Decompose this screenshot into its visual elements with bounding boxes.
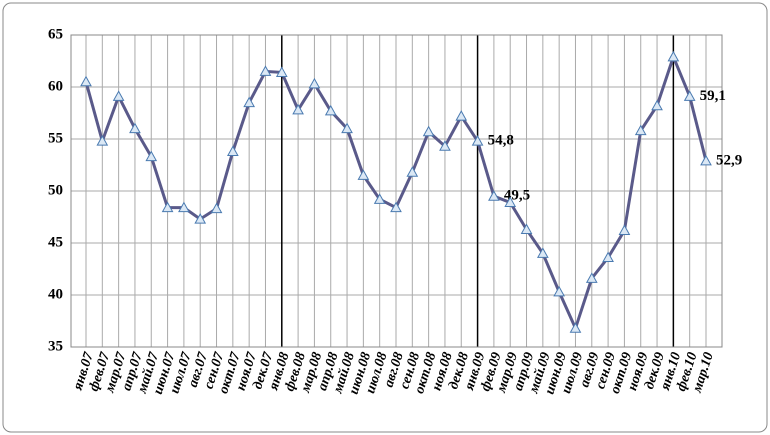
point-marker <box>324 104 337 116</box>
y-tick-label: 50 <box>48 182 63 198</box>
plot-border <box>70 34 723 348</box>
point-marker <box>259 65 272 76</box>
point-marker <box>700 154 712 166</box>
point-marker <box>373 193 386 204</box>
point-marker <box>406 166 419 177</box>
point-marker <box>390 201 402 213</box>
y-tick-label: 40 <box>48 286 63 302</box>
point-marker <box>618 224 631 236</box>
y-tick-label: 55 <box>48 130 63 146</box>
point-marker <box>243 96 256 108</box>
point-marker <box>536 247 549 258</box>
point-marker <box>308 77 321 89</box>
point-marker <box>112 90 125 101</box>
data-label: 59,1 <box>700 88 726 104</box>
point-marker <box>129 122 141 134</box>
point-marker <box>145 150 158 162</box>
point-marker <box>178 201 190 213</box>
point-marker <box>455 110 468 121</box>
point-marker <box>634 124 647 136</box>
point-marker <box>292 103 304 115</box>
point-marker <box>96 135 109 146</box>
point-marker <box>602 251 614 263</box>
point-marker <box>683 90 696 101</box>
data-label: 54,8 <box>488 133 514 149</box>
point-marker <box>226 145 239 156</box>
point-marker <box>357 169 370 180</box>
point-marker <box>504 196 517 207</box>
point-marker <box>585 272 598 283</box>
point-marker <box>488 190 500 201</box>
point-marker <box>80 75 92 87</box>
point-marker <box>471 135 484 146</box>
point-marker <box>569 322 582 333</box>
point-marker <box>275 66 288 77</box>
point-marker <box>439 140 451 151</box>
point-marker <box>161 201 174 213</box>
point-marker <box>553 285 566 297</box>
point-marker <box>667 50 680 62</box>
point-marker <box>210 202 223 214</box>
y-tick-label: 65 <box>48 26 63 42</box>
data-label: 52,9 <box>716 152 742 168</box>
point-marker <box>520 223 533 234</box>
point-marker <box>651 99 663 111</box>
y-tick-label: 35 <box>48 338 63 354</box>
point-marker <box>194 213 207 224</box>
y-tick-label: 60 <box>48 78 63 94</box>
y-tick-label: 45 <box>48 234 63 250</box>
point-marker <box>422 125 435 137</box>
point-marker <box>341 122 353 134</box>
